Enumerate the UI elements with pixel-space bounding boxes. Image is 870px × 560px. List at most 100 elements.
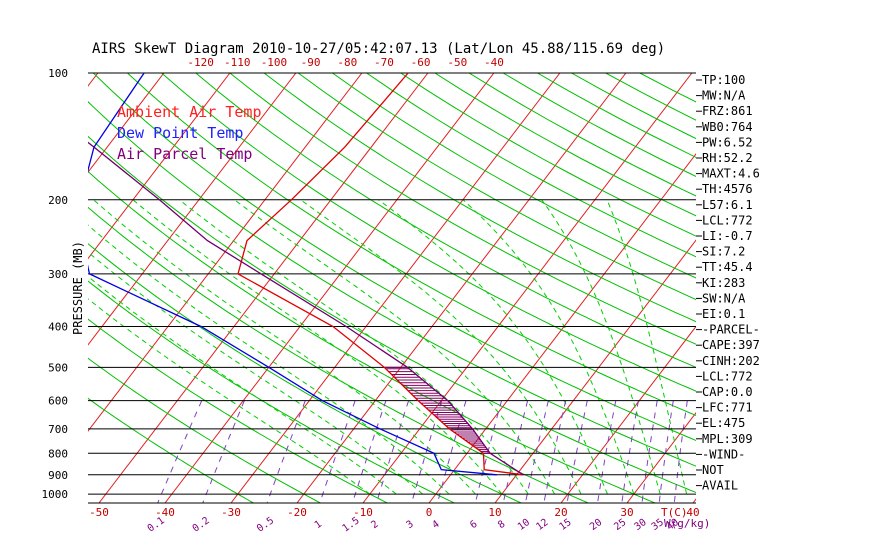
temp-f-tick-label: -110 <box>224 56 251 69</box>
moist-adiabat-line <box>88 298 371 495</box>
index-value: KI:283 <box>702 276 745 290</box>
mixing-ratio-line <box>474 400 502 503</box>
temp-f-tick-label: -50 <box>447 56 467 69</box>
pressure-tick-label: 200 <box>48 194 68 207</box>
pressure-tick-label: 800 <box>48 447 68 460</box>
isobar-lines <box>88 72 696 504</box>
temp-c-tick-label: -40 <box>155 506 175 519</box>
mixing-ratio-tick-label: 8 <box>496 519 507 531</box>
isotherm-line <box>88 73 231 260</box>
mixing-ratio-tick-label: 6 <box>468 519 479 531</box>
index-value: MPL:309 <box>702 432 753 446</box>
isotherm-line <box>88 73 363 432</box>
dewpoint-profile-line <box>88 73 497 476</box>
mixing-ratio-line <box>673 400 688 503</box>
pressure-tick-label: 600 <box>48 395 68 408</box>
pressure-tick-label: 700 <box>48 423 68 436</box>
isotherm-line <box>428 153 696 503</box>
dry-adiabat-line <box>88 357 321 503</box>
moist-adiabat-line <box>88 224 450 495</box>
index-value: WB0:764 <box>702 120 753 134</box>
temp-c-tick-label: 0 <box>426 506 433 519</box>
temp-f-tick-label: -100 <box>261 56 288 69</box>
legend: Ambient Air Temp Dew Point Temp Air Parc… <box>117 103 262 163</box>
chart-title: AIRS SkewT Diagram 2010-10-27/05:42:07.1… <box>92 41 665 57</box>
mixing-ratio-line <box>437 400 467 503</box>
index-value: NOT <box>702 463 724 477</box>
mixing-ratio-line <box>202 400 245 503</box>
index-value: FRZ:861 <box>702 104 753 118</box>
mixing-ratio-line <box>376 400 410 503</box>
isotherm-line <box>230 73 561 503</box>
index-value: MW:N/A <box>702 89 746 103</box>
parcel-profile-line <box>88 141 524 476</box>
mixing-ratio-line <box>411 400 443 503</box>
mixing-ratio-line <box>266 400 306 503</box>
index-value: PW:6.52 <box>702 135 753 149</box>
moist-adiabat-line <box>93 199 476 495</box>
moist-adiabat-line <box>541 199 661 495</box>
temp-unit-label: T(C) <box>661 506 688 519</box>
isotherm-line <box>560 325 696 503</box>
y-axis-label: PRESSURE (MB) <box>71 241 85 335</box>
pressure-tick-label: 500 <box>48 361 68 374</box>
dry-adiabat-line <box>88 243 522 503</box>
index-value: RH:52.2 <box>702 151 753 165</box>
dry-adiabat-line <box>195 73 696 368</box>
dry-adiabat-line <box>161 73 696 392</box>
index-value: CINH:202 <box>702 354 760 368</box>
temperature-profile-line <box>237 73 524 476</box>
dry-adiabat-line <box>297 73 696 301</box>
index-value: TP:100 <box>702 73 745 87</box>
temp-c-tick-label: -10 <box>353 506 373 519</box>
index-value: TT:45.4 <box>702 260 753 274</box>
temp-c-tick-label: -20 <box>287 506 307 519</box>
pressure-tick-label: 300 <box>48 268 68 281</box>
index-value: AVAIL <box>702 479 738 493</box>
index-value: MAXT:4.6 <box>702 167 760 181</box>
profile-lines <box>88 73 524 476</box>
isotherm-line <box>88 73 297 346</box>
pressure-tick-label: 400 <box>48 321 68 334</box>
dry-adiabat-line <box>88 135 696 494</box>
moist-adiabat-line <box>132 199 503 495</box>
moist-adiabat-line <box>178 199 529 495</box>
temp-c-tick-label: -30 <box>221 506 241 519</box>
dry-adiabat-line <box>229 73 696 345</box>
dry-adiabat-line <box>366 73 696 258</box>
dry-adiabat-line <box>263 73 696 323</box>
temp-f-tick-label: -60 <box>411 56 431 69</box>
temp-c-tick-label: 30 <box>620 506 633 519</box>
mixing-ratio-tick-label: 1 <box>313 519 324 531</box>
mixing-ratio-line <box>352 400 387 503</box>
dry-adiabat-line <box>88 101 696 467</box>
temp-f-tick-label: -80 <box>337 56 357 69</box>
mixing-ratio-tick-label: 3 <box>405 519 416 531</box>
dry-adiabat-line <box>127 73 696 417</box>
index-value: LI:-0.7 <box>702 229 753 243</box>
legend-dew-point-temp: Dew Point Temp <box>117 124 243 142</box>
mixing-ratio-line <box>641 400 658 503</box>
dry-adiabat-line <box>88 397 254 503</box>
index-value: LCL:772 <box>702 369 753 383</box>
index-value: EL:475 <box>702 416 745 430</box>
isotherm-line <box>88 73 165 174</box>
mixing-unit-label: W(g/kg) <box>664 517 710 530</box>
temp-c-tick-label: 40 <box>686 506 699 519</box>
mixing-ratio-line <box>621 400 639 503</box>
index-value: -PARCEL- <box>702 323 760 337</box>
temp-c-tick-label: -50 <box>89 506 109 519</box>
mixing-ratio-line <box>658 400 674 503</box>
mixing-ratio-tick-label: 4 <box>430 519 441 531</box>
background-lines <box>88 73 696 503</box>
legend-air-parcel-temp: Air Parcel Temp <box>117 145 252 163</box>
temp-c-tick-label: 10 <box>488 506 501 519</box>
dry-adiabat-line <box>92 73 696 442</box>
pressure-tick-label: 100 <box>48 67 68 80</box>
isotherm-line <box>626 411 696 503</box>
index-value: LFC:771 <box>702 401 753 415</box>
index-value: -WIND- <box>702 447 745 461</box>
index-value: CAP:0.0 <box>702 385 753 399</box>
